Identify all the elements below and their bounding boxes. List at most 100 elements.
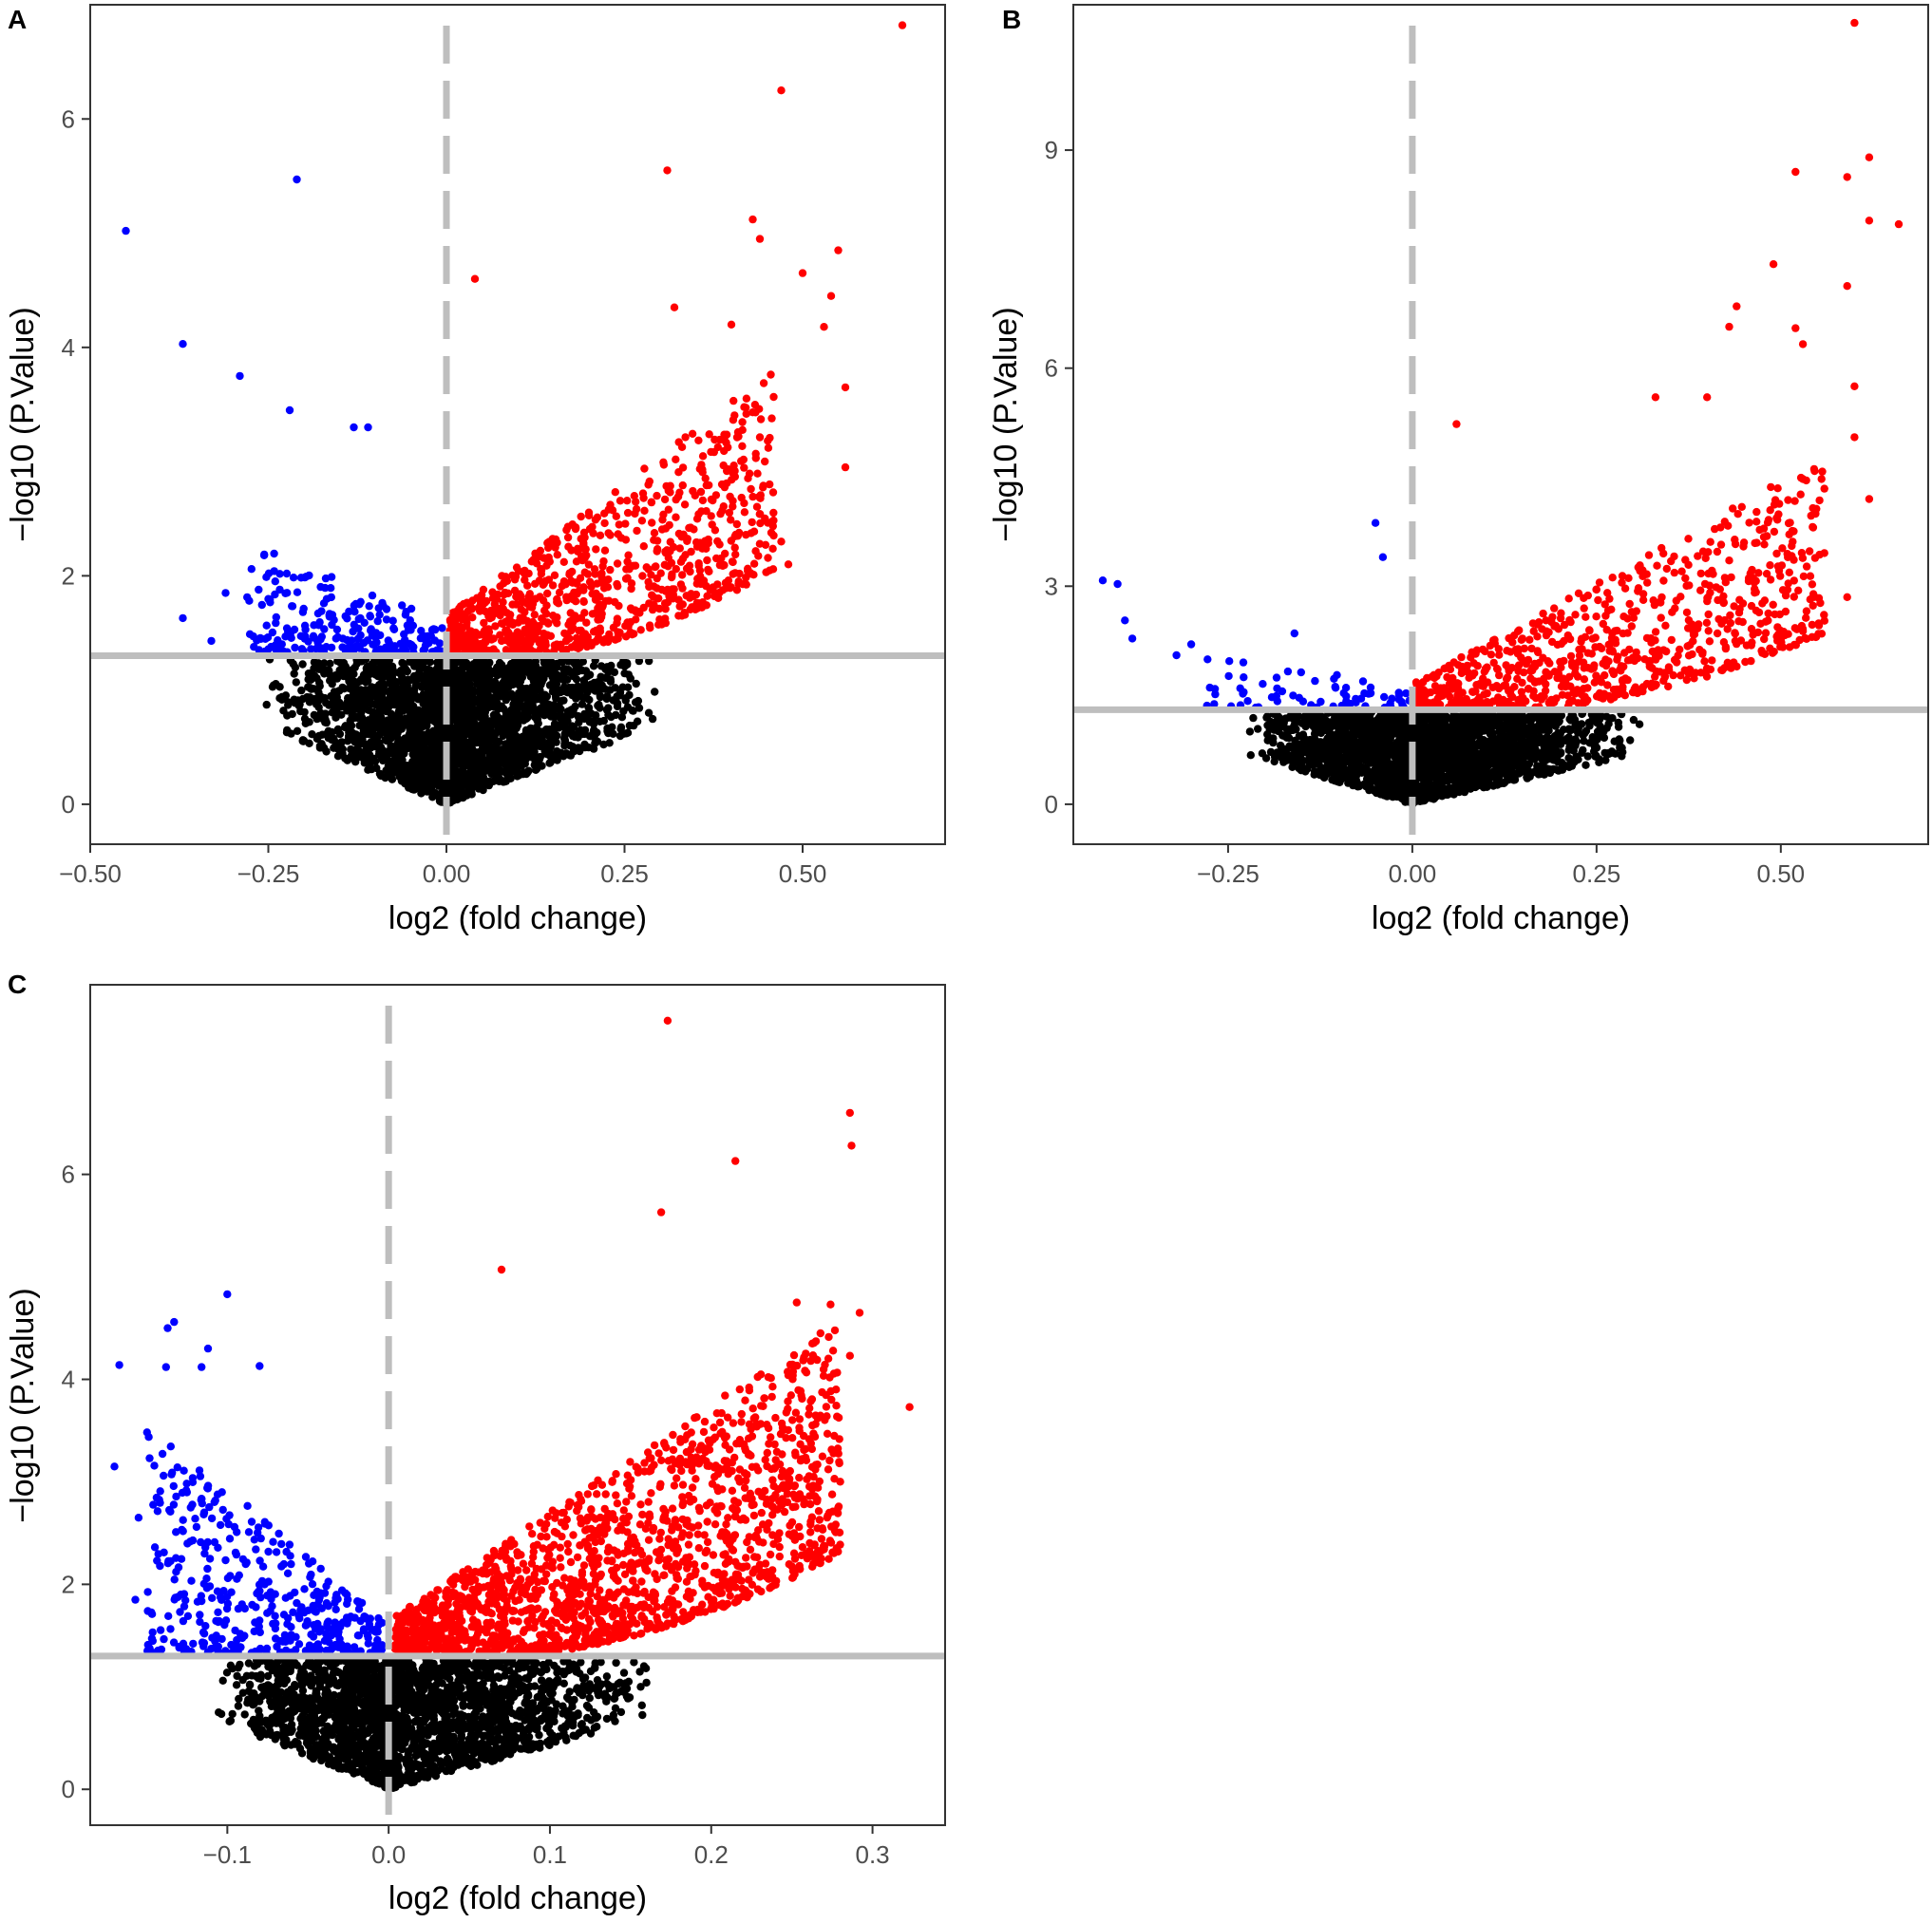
- up-point: [498, 572, 506, 580]
- ns-point: [343, 737, 352, 745]
- down-point: [320, 625, 329, 633]
- down-outlier-point: [221, 589, 230, 597]
- ns-point: [583, 688, 592, 697]
- down-point: [421, 634, 429, 644]
- down-outlier-point: [179, 340, 187, 349]
- up-point: [606, 531, 615, 539]
- ns-point: [651, 688, 659, 696]
- up-point: [689, 486, 697, 496]
- ns-point: [433, 658, 442, 667]
- up-point: [698, 465, 707, 474]
- ns-point: [407, 784, 417, 794]
- up-point: [718, 561, 727, 570]
- up-point: [739, 455, 748, 464]
- ns-point: [625, 690, 634, 700]
- ns-point: [561, 718, 571, 726]
- up-point: [668, 572, 676, 581]
- ns-point: [311, 671, 319, 680]
- up-point: [512, 600, 521, 609]
- ns-point: [451, 675, 460, 684]
- down-point: [322, 643, 331, 651]
- up-point: [592, 545, 600, 554]
- up-point: [613, 559, 622, 568]
- up-point: [711, 491, 721, 500]
- down-point: [272, 613, 280, 622]
- up-point: [572, 578, 580, 587]
- ns-point: [415, 726, 424, 735]
- up-outlier-point: [748, 215, 757, 224]
- ns-point: [366, 663, 374, 671]
- ns-point: [585, 732, 595, 741]
- up-point: [653, 491, 661, 500]
- up-point: [451, 629, 461, 637]
- up-point: [565, 634, 574, 643]
- ns-point: [409, 671, 419, 681]
- down-point: [332, 625, 342, 634]
- up-point: [759, 483, 767, 492]
- down-outlier-point: [122, 226, 130, 236]
- up-point: [630, 630, 638, 638]
- ns-point: [486, 745, 495, 754]
- up-point: [653, 537, 662, 545]
- up-point: [764, 554, 772, 562]
- up-point: [539, 580, 547, 589]
- up-outlier-point: [841, 462, 850, 472]
- up-point: [710, 447, 718, 457]
- x-tick-label: 0.00: [423, 859, 471, 888]
- panel-letter-b: B: [1002, 5, 1021, 34]
- up-point: [737, 493, 746, 502]
- up-point: [676, 580, 686, 589]
- ns-point: [350, 663, 359, 672]
- up-point: [769, 508, 778, 518]
- ns-point: [525, 669, 534, 677]
- ns-point: [339, 661, 348, 669]
- ns-point: [377, 718, 386, 726]
- up-point: [764, 443, 773, 452]
- x-tick-label: 0.50: [779, 859, 827, 888]
- ns-point: [552, 694, 560, 703]
- ns-point: [596, 704, 604, 712]
- up-point: [631, 509, 639, 518]
- ns-point: [1288, 763, 1297, 771]
- up-point: [727, 537, 735, 545]
- ns-point: [304, 669, 313, 678]
- ns-point: [292, 678, 300, 687]
- ns-point: [540, 674, 548, 683]
- up-point: [640, 464, 649, 473]
- up-point: [766, 433, 774, 443]
- ns-point: [340, 723, 350, 732]
- ns-point: [474, 756, 483, 765]
- up-outlier-point: [777, 86, 786, 95]
- ns-point: [430, 712, 440, 722]
- up-point: [767, 414, 776, 423]
- up-point: [678, 481, 687, 490]
- up-point: [698, 452, 708, 461]
- up-point: [722, 430, 731, 439]
- ns-point: [337, 738, 346, 746]
- up-point: [734, 432, 743, 441]
- up-point: [656, 569, 665, 577]
- down-point: [298, 608, 308, 616]
- up-point: [558, 581, 566, 591]
- x-tick-label: 0.25: [600, 859, 649, 888]
- ns-point: [486, 677, 495, 687]
- ns-point: [602, 673, 611, 683]
- up-point: [639, 603, 648, 613]
- up-point: [694, 559, 703, 568]
- up-point: [668, 585, 677, 594]
- up-point: [520, 569, 529, 577]
- up-point: [729, 396, 738, 405]
- ns-point: [623, 683, 633, 691]
- up-point: [596, 624, 604, 632]
- up-point: [692, 515, 702, 523]
- x-tick-label: −0.25: [237, 859, 300, 888]
- ns-point: [470, 697, 479, 707]
- ns-point: [428, 793, 437, 801]
- up-point: [729, 502, 737, 511]
- ns-point: [1249, 713, 1258, 723]
- down-point: [322, 594, 331, 603]
- up-point: [525, 590, 534, 598]
- up-point: [582, 551, 591, 559]
- ns-point: [282, 728, 292, 737]
- up-point: [581, 631, 590, 639]
